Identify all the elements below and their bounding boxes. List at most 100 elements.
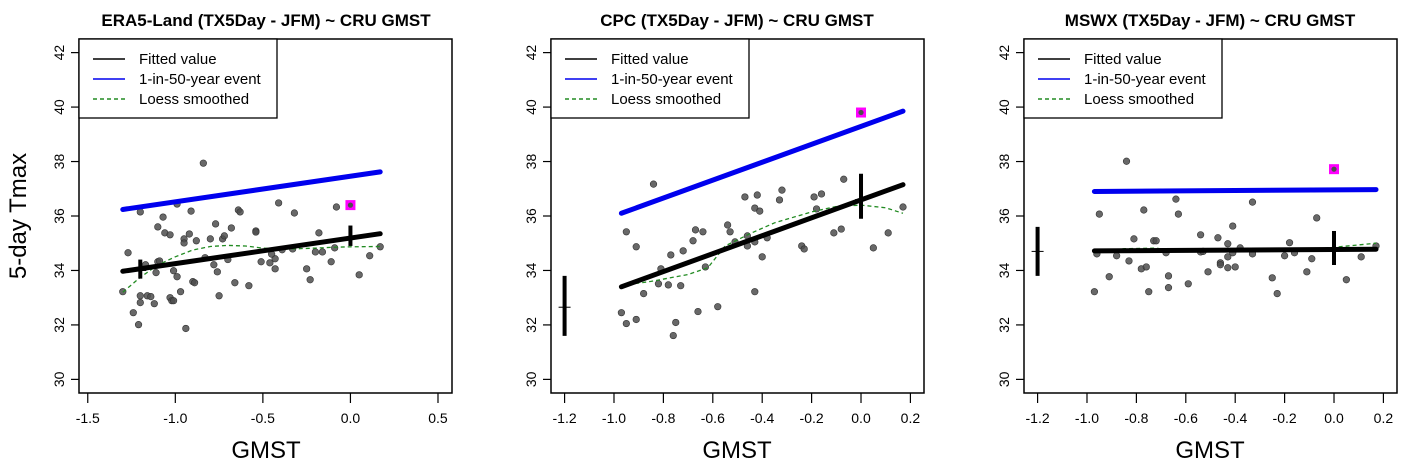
data-point — [231, 279, 239, 287]
y-tick-label: 38 — [523, 154, 539, 170]
y-tick-label: 32 — [523, 317, 539, 333]
return-level-line — [120, 169, 383, 212]
data-point — [622, 228, 630, 236]
data-point — [669, 331, 677, 340]
x-tick-label: -0.8 — [651, 410, 675, 426]
data-point — [775, 196, 784, 204]
loess-smoothed-line — [122, 244, 381, 293]
data-point — [257, 258, 265, 266]
x-tick-label: -0.8 — [1124, 410, 1148, 426]
legend-label: Loess smoothed — [139, 91, 249, 108]
data-point — [1214, 234, 1222, 242]
y-tick-label: 40 — [523, 99, 539, 115]
legend: Fitted value 1-in-50-year event Loess smoo… — [550, 38, 750, 119]
data-point — [211, 220, 220, 228]
data-point — [180, 239, 188, 247]
x-tick-label: -1.5 — [76, 410, 100, 426]
data-point — [252, 228, 260, 236]
data-point — [1268, 274, 1276, 282]
x-tick-label: -0.2 — [800, 410, 824, 426]
x-tick-label: -0.2 — [1273, 410, 1297, 426]
chart-title: CPC (TX5Day - JFM) ~ CRU GMST — [600, 11, 874, 30]
x-tick-label: 0.0 — [1324, 410, 1344, 426]
y-tick-label: 32 — [996, 317, 1012, 333]
data-point — [1145, 288, 1153, 296]
data-point — [1197, 231, 1205, 239]
y-tick-label: 42 — [523, 45, 539, 61]
fitted-value-line — [120, 231, 383, 274]
loess-smoothed-line — [621, 204, 904, 287]
data-point — [649, 180, 658, 188]
data-point — [290, 209, 298, 217]
panel-era5-land: ERA5-Land (TX5Day - JFM) ~ CRU GMST 30 32 3… — [5, 11, 453, 464]
legend: Fitted value 1-in-50-year event Loess smoo… — [78, 38, 278, 119]
data-point — [622, 319, 630, 328]
data-point — [753, 191, 761, 199]
data-point — [245, 282, 253, 290]
data-point — [756, 207, 764, 215]
data-point — [810, 193, 818, 201]
data-point — [714, 303, 722, 311]
data-point — [185, 230, 193, 238]
x-axis-title: GMST — [1175, 437, 1245, 464]
data-point — [266, 259, 274, 267]
data-point — [1172, 195, 1180, 203]
data-point — [159, 213, 167, 221]
data-point — [1229, 222, 1237, 230]
data-point — [677, 282, 685, 290]
data-point — [778, 186, 786, 194]
chart-title: ERA5-Land (TX5Day - JFM) ~ CRU GMST — [101, 11, 431, 30]
data-point — [199, 159, 207, 167]
data-point — [1308, 255, 1316, 263]
y-tick-label: 40 — [996, 99, 1012, 115]
data-point — [741, 193, 749, 201]
x-tick-label: -0.6 — [1174, 410, 1198, 426]
data-point — [672, 318, 680, 327]
data-point — [271, 265, 279, 273]
data-point — [176, 288, 185, 296]
data-point — [689, 237, 697, 245]
data-point — [1273, 290, 1281, 298]
data-point — [213, 268, 221, 276]
x-tick-label: -1.2 — [553, 410, 577, 426]
y-tick-label: 42 — [996, 45, 1012, 61]
data-point — [654, 280, 663, 288]
data-point — [124, 249, 132, 257]
chart-title: MSWX (TX5Day - JFM) ~ CRU GMST — [1065, 11, 1356, 30]
y-tick-label: 30 — [523, 371, 539, 387]
fitted-value-line — [1091, 246, 1379, 254]
data-point — [190, 279, 199, 287]
y-tick-label: 30 — [996, 371, 1012, 387]
data-point — [667, 251, 675, 259]
x-axis-title: GMST — [702, 437, 772, 464]
data-point — [694, 307, 702, 316]
legend-label: Loess smoothed — [1084, 91, 1194, 108]
data-point — [1095, 210, 1103, 218]
data-point — [306, 276, 314, 284]
data-point — [869, 244, 877, 252]
data-point — [1113, 252, 1121, 260]
data-point — [1142, 263, 1150, 271]
data-point — [318, 248, 327, 256]
data-point — [169, 267, 178, 275]
data-point — [136, 298, 144, 307]
x-tick-label: -0.6 — [701, 410, 725, 426]
x-tick-label: 0.0 — [851, 410, 871, 426]
x-tick-label: -1.0 — [163, 410, 187, 426]
data-point — [315, 229, 323, 237]
data-point — [275, 199, 283, 207]
y-tick-label: 32 — [51, 317, 67, 333]
data-point — [187, 207, 195, 215]
data-point — [1122, 157, 1131, 165]
x-tick-label: 0.5 — [428, 410, 448, 426]
data-point — [1125, 257, 1133, 265]
data-point — [899, 203, 907, 211]
y-tick-label: 36 — [996, 208, 1012, 224]
legend-label: 1-in-50-year event — [1084, 71, 1207, 88]
data-point — [152, 269, 160, 277]
y-tick-label: 40 — [51, 99, 67, 115]
legend-label: Fitted value — [611, 51, 689, 68]
data-point — [640, 290, 648, 298]
data-point — [837, 225, 845, 233]
